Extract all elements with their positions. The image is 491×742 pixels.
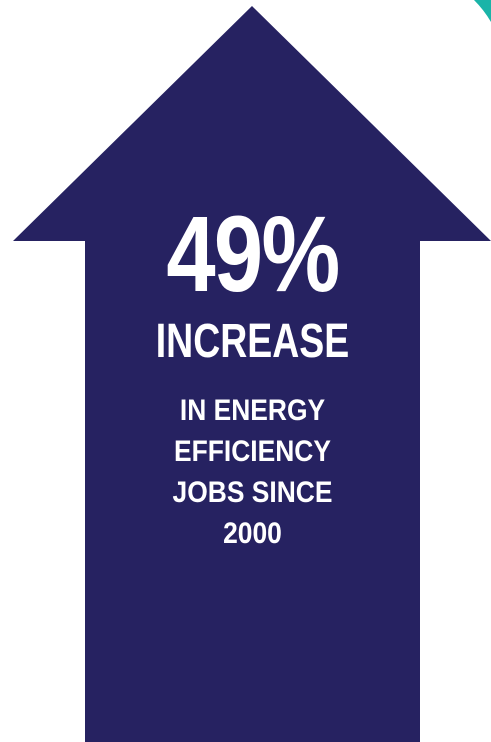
description-line-4: 2000 — [223, 517, 282, 550]
description-line-2: EFFICIENCY — [174, 435, 331, 468]
description-line-3: JOBS SINCE — [172, 476, 333, 509]
stat-value: 49% — [166, 193, 340, 314]
up-arrow-icon — [13, 6, 491, 742]
description-line-1: IN ENERGY — [179, 394, 326, 427]
stat-label: INCREASE — [155, 315, 350, 368]
teal-corner-accent — [474, 0, 491, 22]
